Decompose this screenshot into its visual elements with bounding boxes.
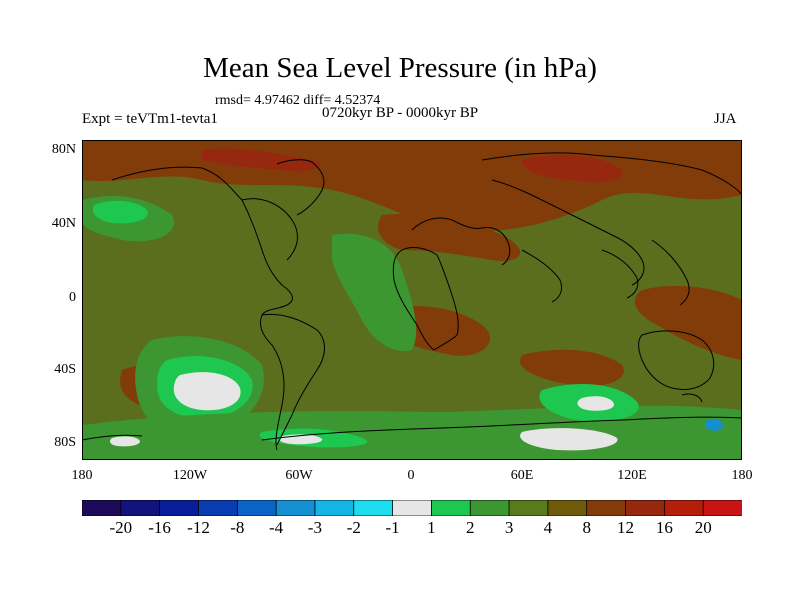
colorbar-label: 20: [694, 518, 712, 537]
colorbar-label: -2: [346, 518, 361, 537]
coastlines: [82, 152, 742, 451]
y-tick-label: 80N: [51, 142, 76, 157]
colorbar-swatch: [159, 500, 200, 516]
high-region-mediterranean: [378, 213, 521, 261]
y-tick-label: 0: [69, 290, 76, 305]
chart-title: Mean Sea Level Pressure (in hPa): [203, 52, 597, 84]
colorbar-swatch: [353, 500, 394, 516]
colorbar-label: -8: [230, 518, 245, 537]
colorbar-label: 12: [617, 518, 634, 537]
colorbar-label: -12: [187, 518, 210, 537]
y-tick-label: 40S: [54, 362, 76, 377]
colorbar-swatch: [663, 500, 705, 516]
low-region-atlantic: [332, 233, 417, 351]
y-tick-label: 40N: [51, 216, 76, 231]
experiment-label: Expt = teVTm1-tevta1: [82, 111, 218, 127]
lowest-region-south-pacific: [173, 372, 241, 411]
higher-region-scandinavia: [522, 154, 623, 182]
colorbar-swatch: [702, 500, 742, 516]
colorbar: [82, 500, 742, 516]
map-frame: [82, 140, 742, 460]
period-label: 0720kyr BP - 0000kyr BP: [322, 105, 479, 121]
x-tick-label: 120W: [172, 468, 208, 483]
colorbar-label: 3: [504, 518, 514, 537]
x-tick-label: 60W: [285, 468, 313, 483]
season-label: JJA: [714, 111, 737, 127]
colorbar-label: 1: [427, 518, 436, 537]
colorbar-label: -3: [307, 518, 322, 537]
colorbar-swatch: [625, 500, 666, 516]
lower-region-north-pacific: [92, 200, 148, 224]
colorbar-swatch: [508, 500, 549, 516]
x-tick-label: 60E: [510, 468, 534, 483]
colorbar-swatch: [431, 500, 472, 516]
colorbar-label: 2: [465, 518, 475, 537]
colorbar-swatch: [198, 500, 239, 516]
colorbar-label: -1: [385, 518, 400, 537]
colorbar-swatch: [120, 500, 161, 516]
x-tick-label: 120E: [617, 468, 647, 483]
colorbar-swatch: [236, 500, 278, 516]
x-tick-label: 180: [731, 468, 753, 483]
colorbar-label: 16: [655, 518, 673, 537]
colorbar-label: 4: [543, 518, 553, 537]
colorbar-swatch: [82, 500, 122, 516]
high-region-indian: [520, 349, 624, 387]
colorbar-label: -20: [109, 518, 133, 537]
lowest-region-antarctic: [109, 396, 618, 451]
x-tick-label: 0: [407, 468, 415, 483]
colorbar-label: -16: [148, 518, 171, 537]
colorbar-label: 8: [582, 518, 591, 537]
colorbar-swatch: [392, 500, 433, 516]
colorbar-swatch: [547, 500, 588, 516]
colorbar-swatch: [314, 500, 355, 516]
high-region-west-pacific: [634, 285, 742, 360]
colorbar-swatch: [469, 500, 510, 516]
pressure-map: [82, 140, 742, 460]
y-tick-label: 80S: [54, 435, 76, 450]
colorbar-swatch: [586, 500, 627, 516]
colorbar-swatch: [275, 500, 316, 516]
x-tick-label: 180: [71, 468, 93, 483]
lower-region-antarctic: [259, 383, 639, 448]
higher-region-arctic: [202, 148, 321, 172]
stats-label: rmsd= 4.97462 diff= 4.52374: [215, 93, 381, 108]
colorbar-label: -4: [269, 518, 284, 537]
negative-region-antarctic: [704, 418, 723, 431]
